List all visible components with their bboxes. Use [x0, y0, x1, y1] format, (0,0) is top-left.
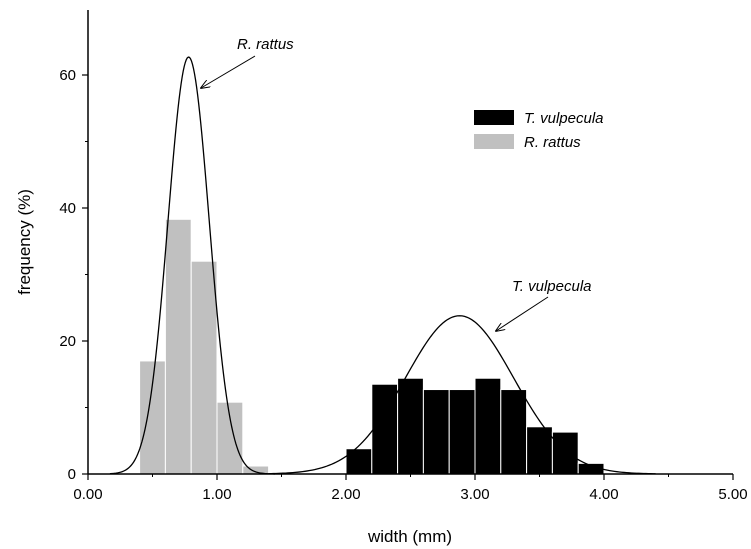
- y-axis-ticks: 0 20 40 60: [59, 67, 88, 483]
- y-tick-label-1: 20: [59, 333, 76, 350]
- bars-layer: [139, 218, 605, 475]
- annotation-arrow-vulpecula: [496, 296, 549, 331]
- bar-rattus-4: [242, 465, 270, 475]
- y-axis-title: frequency (%): [15, 189, 34, 295]
- bar-vulpecula-7: [526, 426, 553, 475]
- y-tick-label-0: 0: [68, 466, 76, 483]
- x-tick-label-0: 0.00: [73, 486, 102, 503]
- x-axis-ticks: 0.00 1.00 2.00 3.00 4.00 5.00: [73, 474, 748, 503]
- legend-swatch-rattus: [474, 134, 514, 149]
- bar-vulpecula-4: [448, 389, 476, 475]
- bar-vulpecula-0: [345, 448, 373, 475]
- fit-curves-layer: [109, 56, 656, 475]
- annotations: R. rattus T. vulpecula: [201, 36, 592, 331]
- annotation-label-vulpecula: T. vulpecula: [512, 278, 592, 295]
- fit-curve-rattus: [109, 56, 276, 475]
- x-axis-title: width (mm): [367, 527, 452, 546]
- x-tick-label-4: 4.00: [589, 486, 618, 503]
- bar-rattus-1: [164, 218, 192, 475]
- y-tick-label-2: 40: [59, 200, 76, 217]
- annotation-arrow-rattus: [201, 55, 256, 88]
- fit-curve-vulpecula: [268, 315, 656, 475]
- x-tick-label-1: 1.00: [202, 486, 231, 503]
- x-tick-label-5: 5.00: [718, 486, 747, 503]
- y-tick-label-3: 60: [59, 67, 76, 84]
- bar-vulpecula-8: [551, 431, 579, 475]
- legend-swatch-vulpecula: [474, 110, 514, 125]
- legend: T. vulpecula R. rattus: [474, 110, 604, 151]
- bar-rattus-0: [139, 360, 166, 475]
- legend-label-vulpecula: T. vulpecula: [524, 110, 604, 127]
- bar-vulpecula-3: [422, 389, 450, 475]
- bar-rattus-3: [216, 401, 244, 475]
- bar-vulpecula-2: [397, 377, 424, 475]
- x-tick-label-3: 3.00: [460, 486, 489, 503]
- annotation-label-rattus: R. rattus: [237, 36, 294, 53]
- legend-label-rattus: R. rattus: [524, 134, 581, 151]
- x-tick-label-2: 2.00: [331, 486, 360, 503]
- bar-rattus-2: [190, 260, 218, 475]
- bar-vulpecula-5: [474, 377, 502, 475]
- bar-vulpecula-6: [500, 389, 528, 475]
